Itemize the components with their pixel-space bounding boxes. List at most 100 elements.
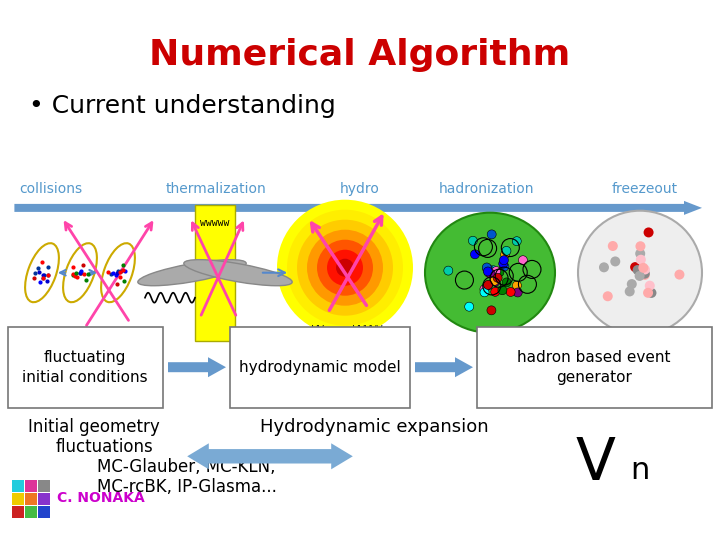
Text: MC-Glauber, MC-KLN,: MC-Glauber, MC-KLN, — [97, 458, 276, 476]
Circle shape — [444, 266, 453, 275]
Circle shape — [636, 241, 645, 251]
Bar — [230, 327, 410, 408]
Circle shape — [495, 268, 504, 277]
Text: Hydrodynamic expansion: Hydrodynamic expansion — [260, 418, 489, 436]
Circle shape — [644, 227, 654, 238]
Circle shape — [491, 277, 500, 286]
Text: fluctuating
initial conditions: fluctuating initial conditions — [22, 350, 148, 384]
Text: MC-rcBK, IP-Glasma...: MC-rcBK, IP-Glasma... — [97, 478, 277, 496]
Circle shape — [640, 268, 649, 279]
Text: C. NONAKA: C. NONAKA — [57, 491, 145, 505]
Circle shape — [603, 291, 613, 301]
Circle shape — [327, 249, 363, 286]
Text: wwwww: wwwww — [354, 323, 383, 333]
Bar — [25, 493, 37, 505]
Circle shape — [638, 268, 648, 279]
FancyArrow shape — [415, 357, 473, 377]
Circle shape — [485, 268, 493, 278]
Circle shape — [297, 220, 393, 316]
Bar — [38, 493, 50, 505]
Circle shape — [518, 256, 528, 265]
Circle shape — [578, 211, 702, 335]
Circle shape — [484, 281, 492, 290]
Bar — [12, 506, 24, 518]
Circle shape — [635, 248, 645, 259]
Bar — [12, 480, 24, 492]
Text: freezeout: freezeout — [611, 182, 678, 196]
Bar — [477, 327, 712, 408]
Ellipse shape — [184, 260, 292, 286]
Circle shape — [482, 263, 491, 272]
Bar — [38, 506, 50, 518]
Circle shape — [625, 286, 635, 296]
Text: ww: ww — [312, 323, 324, 333]
Text: Numerical Algorithm: Numerical Algorithm — [149, 38, 571, 72]
Circle shape — [487, 306, 496, 315]
FancyArrow shape — [14, 201, 702, 215]
Bar — [12, 493, 24, 505]
Text: hadron based event
generator: hadron based event generator — [517, 350, 671, 384]
Circle shape — [480, 288, 489, 297]
Circle shape — [608, 241, 618, 251]
Circle shape — [513, 288, 522, 297]
Circle shape — [647, 288, 657, 298]
Circle shape — [639, 263, 648, 273]
Circle shape — [675, 269, 685, 280]
Circle shape — [643, 288, 653, 298]
Circle shape — [640, 270, 650, 280]
Circle shape — [513, 281, 521, 290]
Circle shape — [480, 285, 489, 294]
Ellipse shape — [138, 260, 246, 286]
Circle shape — [500, 250, 510, 259]
FancyArrow shape — [187, 443, 331, 469]
Circle shape — [502, 278, 511, 287]
Circle shape — [488, 266, 498, 274]
Circle shape — [484, 280, 492, 289]
Circle shape — [630, 262, 640, 272]
FancyArrow shape — [209, 443, 353, 469]
Circle shape — [611, 256, 620, 266]
Circle shape — [487, 230, 496, 239]
Text: hydrodynamic model: hydrodynamic model — [239, 360, 401, 375]
Bar — [8, 327, 163, 408]
Circle shape — [317, 240, 373, 296]
Circle shape — [645, 281, 654, 291]
Circle shape — [483, 267, 492, 276]
Circle shape — [464, 302, 474, 311]
Circle shape — [493, 273, 502, 282]
Text: V: V — [576, 435, 616, 492]
Circle shape — [287, 210, 403, 326]
Circle shape — [633, 265, 642, 275]
Circle shape — [499, 259, 508, 268]
Circle shape — [336, 259, 354, 276]
Text: wwwww: wwwww — [200, 218, 230, 228]
Bar — [195, 205, 235, 341]
Text: n: n — [630, 456, 649, 485]
Circle shape — [640, 265, 650, 274]
Text: collisions: collisions — [19, 182, 82, 196]
Circle shape — [491, 287, 500, 296]
Bar — [38, 480, 50, 492]
Circle shape — [599, 262, 609, 272]
Circle shape — [486, 269, 495, 278]
Circle shape — [636, 255, 646, 265]
Circle shape — [483, 265, 492, 274]
Text: thermalization: thermalization — [166, 182, 266, 196]
Circle shape — [490, 276, 499, 286]
Bar — [25, 506, 37, 518]
Circle shape — [500, 262, 509, 271]
Text: Initial geometry: Initial geometry — [28, 418, 159, 436]
Circle shape — [470, 250, 480, 259]
Circle shape — [627, 279, 636, 289]
Circle shape — [498, 286, 507, 295]
Circle shape — [512, 237, 521, 246]
Circle shape — [502, 246, 511, 255]
Circle shape — [634, 271, 644, 281]
Text: • Current understanding: • Current understanding — [29, 94, 336, 118]
Circle shape — [487, 266, 495, 275]
Circle shape — [500, 255, 508, 265]
Bar — [25, 480, 37, 492]
FancyArrow shape — [168, 357, 226, 377]
Circle shape — [506, 287, 515, 296]
Circle shape — [307, 230, 383, 306]
